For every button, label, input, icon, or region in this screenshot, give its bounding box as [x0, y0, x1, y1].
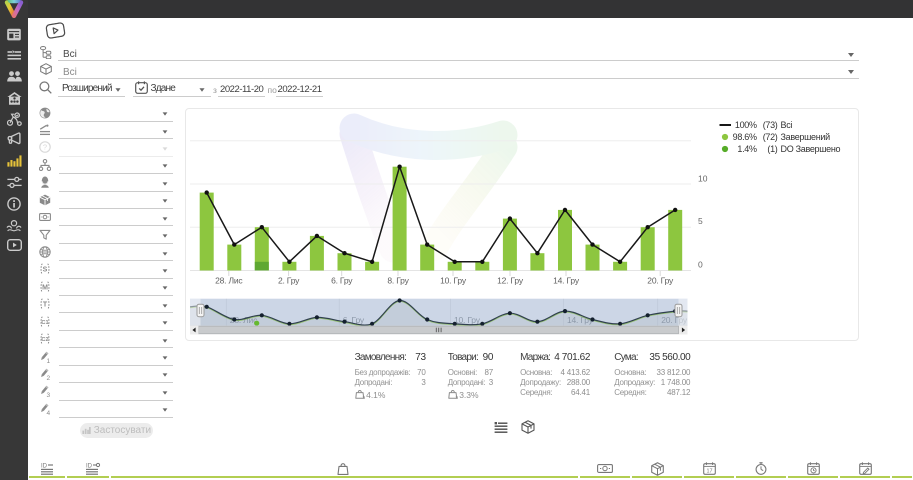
svg-text:ID: ID	[86, 464, 93, 470]
svg-text:(73): (73)	[763, 120, 778, 130]
svg-text:(1): (1)	[767, 144, 777, 154]
svg-text:DO Завершено: DO Завершено	[781, 144, 841, 154]
svg-text:14. Гру: 14. Гру	[567, 315, 594, 325]
svg-text:6. Гру: 6. Гру	[331, 275, 353, 285]
svg-text:6. Гру: 6. Гру	[343, 315, 365, 325]
svg-text:10: 10	[698, 174, 708, 184]
svg-text:12. Гру: 12. Гру	[497, 275, 524, 285]
svg-text:Всі: Всі	[781, 120, 793, 130]
svg-text:S: S	[43, 267, 48, 274]
svg-text:1: 1	[46, 357, 50, 362]
svg-text:2: 2	[46, 375, 50, 380]
svg-text:3: 3	[46, 392, 50, 397]
svg-text:2. Гру: 2. Гру	[278, 275, 300, 285]
svg-text:T: T	[43, 302, 48, 309]
svg-text:0: 0	[698, 260, 703, 270]
svg-text:1.4%: 1.4%	[737, 144, 757, 154]
svg-text:98.6%: 98.6%	[733, 132, 757, 142]
svg-text:20. Гру: 20. Гру	[647, 275, 674, 285]
svg-text:17: 17	[706, 469, 712, 475]
svg-text:10. Гру: 10. Гру	[454, 315, 481, 325]
svg-text:C1: C1	[41, 320, 48, 326]
svg-text:4: 4	[46, 409, 50, 414]
svg-text:10. Гру: 10. Гру	[440, 275, 467, 285]
svg-text:5: 5	[698, 216, 703, 226]
svg-text:8. Гру: 8. Гру	[387, 275, 409, 285]
svg-text:M: M	[42, 284, 48, 291]
svg-text:20. Гру: 20. Гру	[661, 315, 688, 325]
svg-text:28. Лис: 28. Лис	[215, 275, 243, 285]
svg-text:ID: ID	[41, 464, 48, 470]
svg-text:100%: 100%	[735, 120, 757, 130]
svg-text:Завершений: Завершений	[781, 132, 831, 142]
svg-text:C2: C2	[41, 337, 48, 343]
svg-text:?: ?	[43, 143, 47, 152]
svg-text:14. Гру: 14. Гру	[553, 275, 580, 285]
svg-text:(72): (72)	[763, 132, 778, 142]
